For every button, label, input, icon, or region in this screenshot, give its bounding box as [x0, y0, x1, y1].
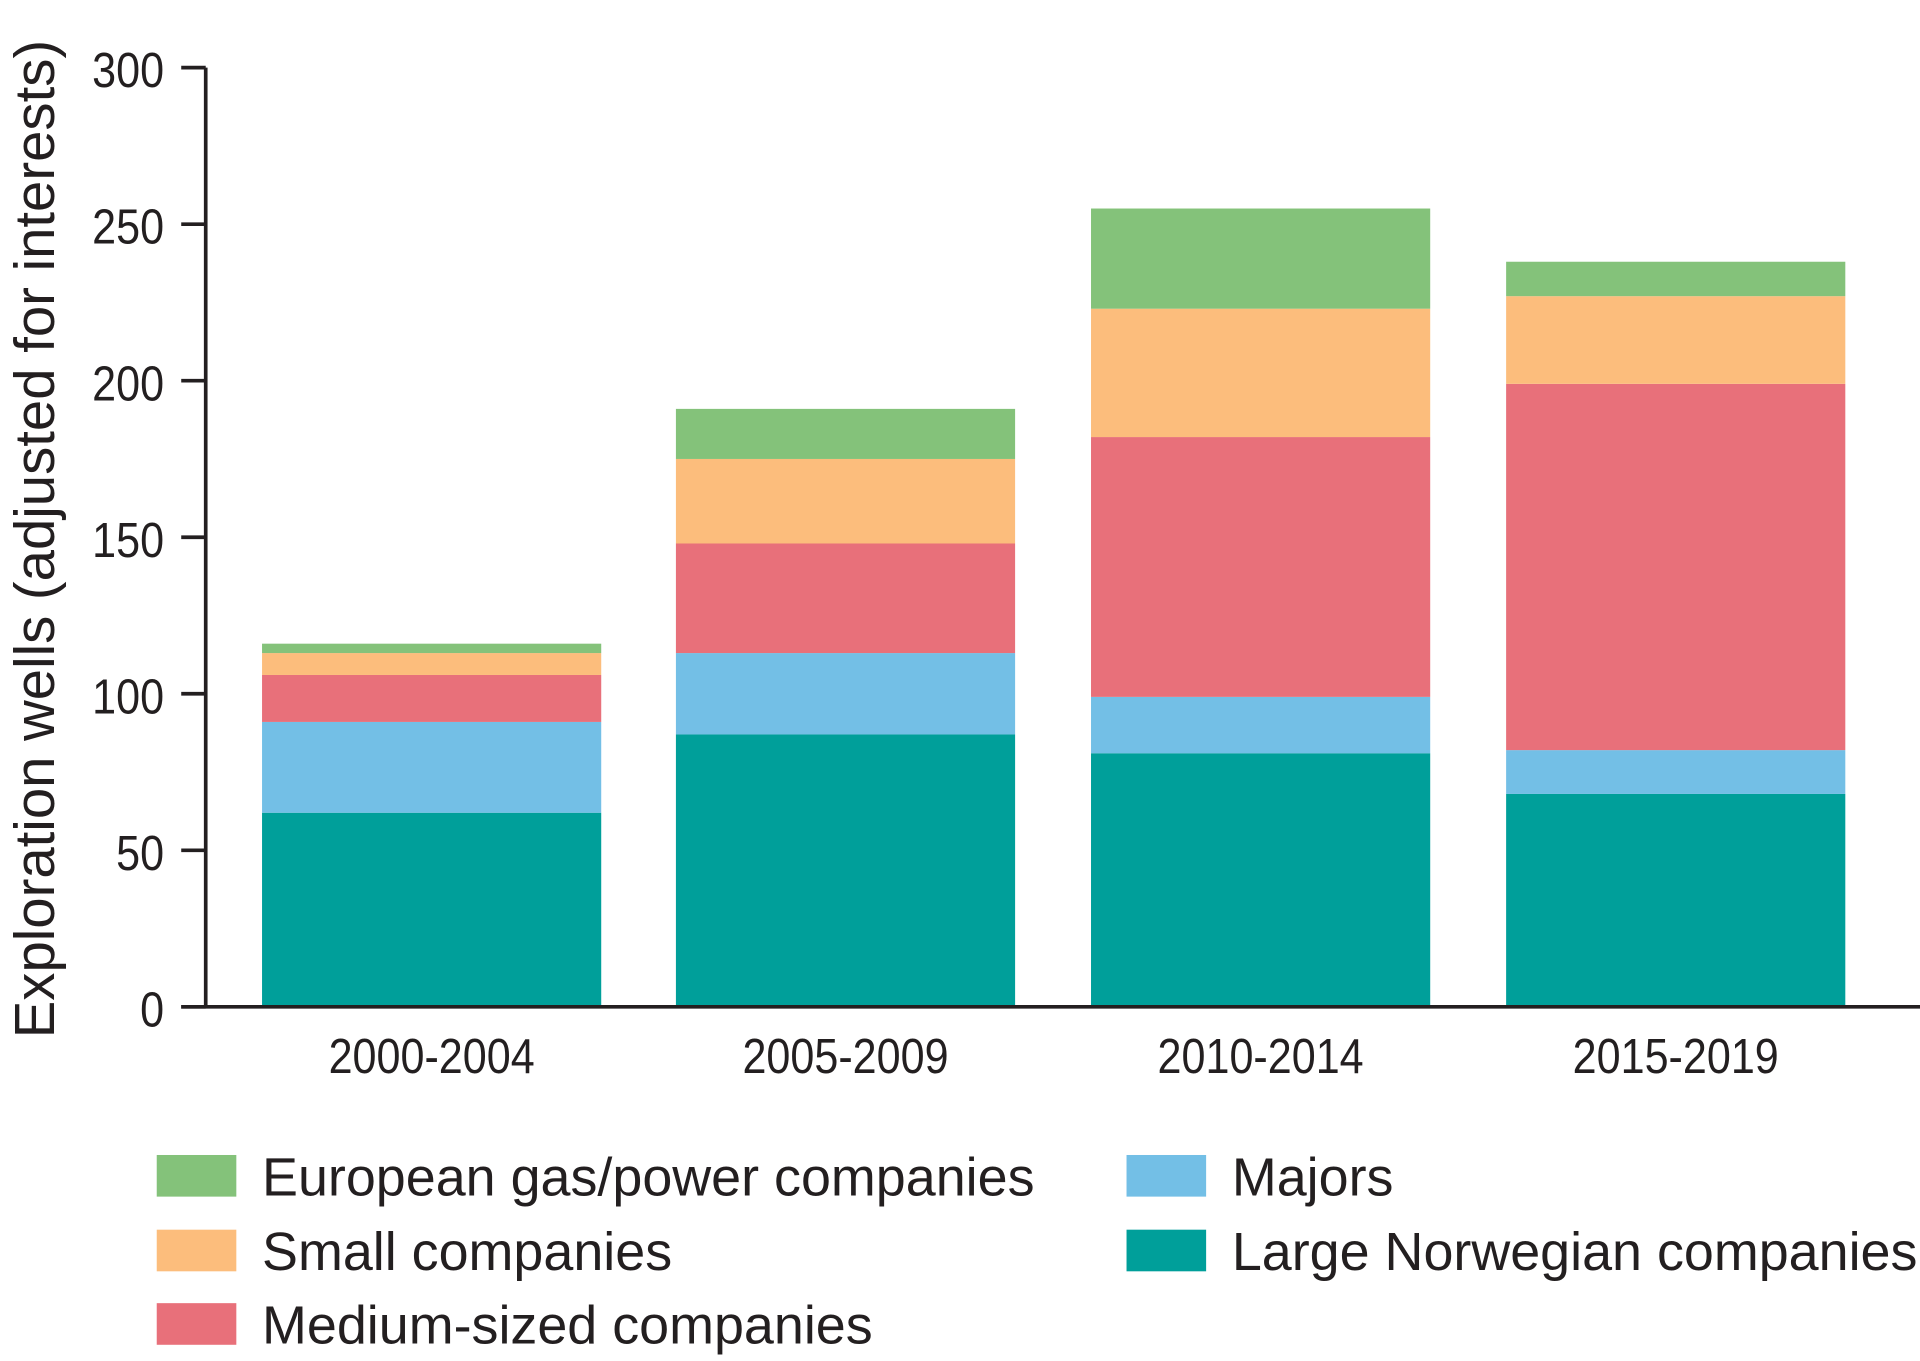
x-tick-label: 2010-2014	[1158, 1028, 1364, 1083]
bar-segment-2000-2004-1	[262, 721, 602, 813]
legend: European gas/power companies Small compan…	[156, 1147, 1918, 1356]
bar-segment-2005-2009-2	[675, 543, 1016, 654]
bar-segment-2000-2004-3	[262, 653, 602, 675]
legend-swatch	[156, 1154, 237, 1197]
y-tick-label: 0	[140, 982, 164, 1037]
y-tick-label: 150	[92, 512, 164, 567]
legend-label: Medium-sized companies	[262, 1296, 873, 1356]
bar-segment-2005-2009-3	[675, 458, 1016, 544]
bar-segment-2010-2014-3	[1091, 308, 1431, 438]
bar-segment-2015-2019-2	[1506, 383, 1846, 751]
y-tick-label: 100	[92, 669, 164, 724]
bar-segment-2010-2014-4	[1091, 208, 1431, 309]
legend-label: Small companies	[262, 1222, 672, 1282]
bar-segment-2010-2014-2	[1091, 437, 1431, 697]
bars	[262, 208, 1846, 1007]
bar-segment-2000-2004-0	[262, 812, 602, 1007]
bar-segment-2005-2009-1	[675, 653, 1016, 735]
legend-swatch	[156, 1229, 237, 1272]
y-axis-label: Exploration wells (adjusted for interest…	[3, 40, 66, 1038]
legend-swatch	[156, 1303, 237, 1345]
bar-segment-2015-2019-4	[1506, 261, 1846, 297]
y-tick-label: 50	[116, 825, 164, 880]
x-tick-label: 2015-2019	[1573, 1028, 1779, 1083]
bar-segment-2005-2009-0	[675, 734, 1016, 1007]
legend-label: European gas/power companies	[262, 1147, 1034, 1207]
legend-label: Large Norwegian companies	[1232, 1222, 1918, 1282]
bar-segment-2015-2019-1	[1506, 750, 1846, 794]
legend-swatch	[1126, 1154, 1207, 1197]
bar-segment-2010-2014-1	[1091, 696, 1431, 754]
bar-segment-2015-2019-3	[1506, 296, 1846, 384]
bar-segment-2000-2004-2	[262, 674, 602, 722]
y-tick-label: 300	[92, 43, 164, 98]
x-tick-label: 2000-2004	[329, 1028, 535, 1083]
axes: 2000-2004 2005-2009 2010-2014 2015-2019 0 50 1…	[92, 43, 1920, 1084]
bar-segment-2010-2014-0	[1091, 753, 1431, 1007]
legend-label: Majors	[1232, 1147, 1394, 1207]
y-tick-label: 200	[92, 356, 164, 411]
bar-segment-2015-2019-0	[1506, 793, 1846, 1007]
legend-swatch	[1126, 1229, 1207, 1272]
x-tick-label: 2005-2009	[742, 1028, 948, 1083]
y-tick-label: 250	[92, 199, 164, 254]
bar-segment-2000-2004-4	[262, 643, 602, 654]
bar-segment-2005-2009-4	[675, 408, 1016, 459]
